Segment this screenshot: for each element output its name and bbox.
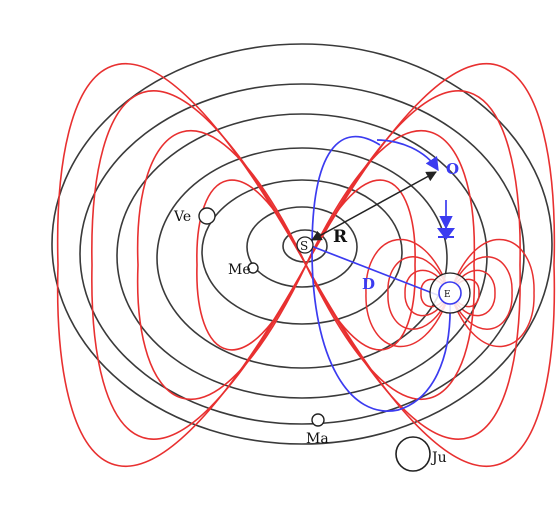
field-line [305,62,556,468]
earth-field-line [449,238,535,348]
orbit-path [311,135,451,412]
orbit-ring-mars [51,43,553,445]
earth-field-line [449,256,513,330]
venus-planet [198,207,216,225]
orbit-ring-venus [156,147,448,369]
orbit-label: O [446,160,459,178]
jupiter-label: Ju [430,450,447,466]
mars-label: Ma [306,431,329,447]
field-line [305,90,521,440]
orbit-ring-mercury [246,206,358,288]
venus-label: Ve [173,209,191,225]
mercury-planet [247,262,259,274]
orbit-path-group [305,135,453,412]
earth-body [438,281,462,305]
orbit-ring-3 [201,179,403,325]
sun: S [296,236,314,254]
distance-line [305,243,441,297]
earth-field-line [449,269,496,317]
orbit-ring-earth [116,113,488,399]
distance-label: D [362,275,375,293]
jupiter-planet [395,436,431,472]
radius-label: R [333,227,348,247]
earth-field-line [365,238,451,348]
mercury-label: Me [228,262,251,278]
radius-arrow [311,171,437,241]
orbit-direction-arrow [376,139,439,172]
earth-field-line [404,269,451,317]
field-line [91,90,307,440]
earth-label: E [444,290,451,300]
earth: E [429,272,471,314]
sun-field-lines [56,62,556,468]
descent-arrowhead [437,228,455,240]
field-line [56,62,307,468]
mars-planet [311,413,325,427]
earth-field-line [387,256,451,330]
sun-body [296,236,314,254]
field-line [136,129,307,401]
planet-orbits [51,43,553,445]
sun-label: S [300,239,308,253]
field-line [196,179,307,351]
